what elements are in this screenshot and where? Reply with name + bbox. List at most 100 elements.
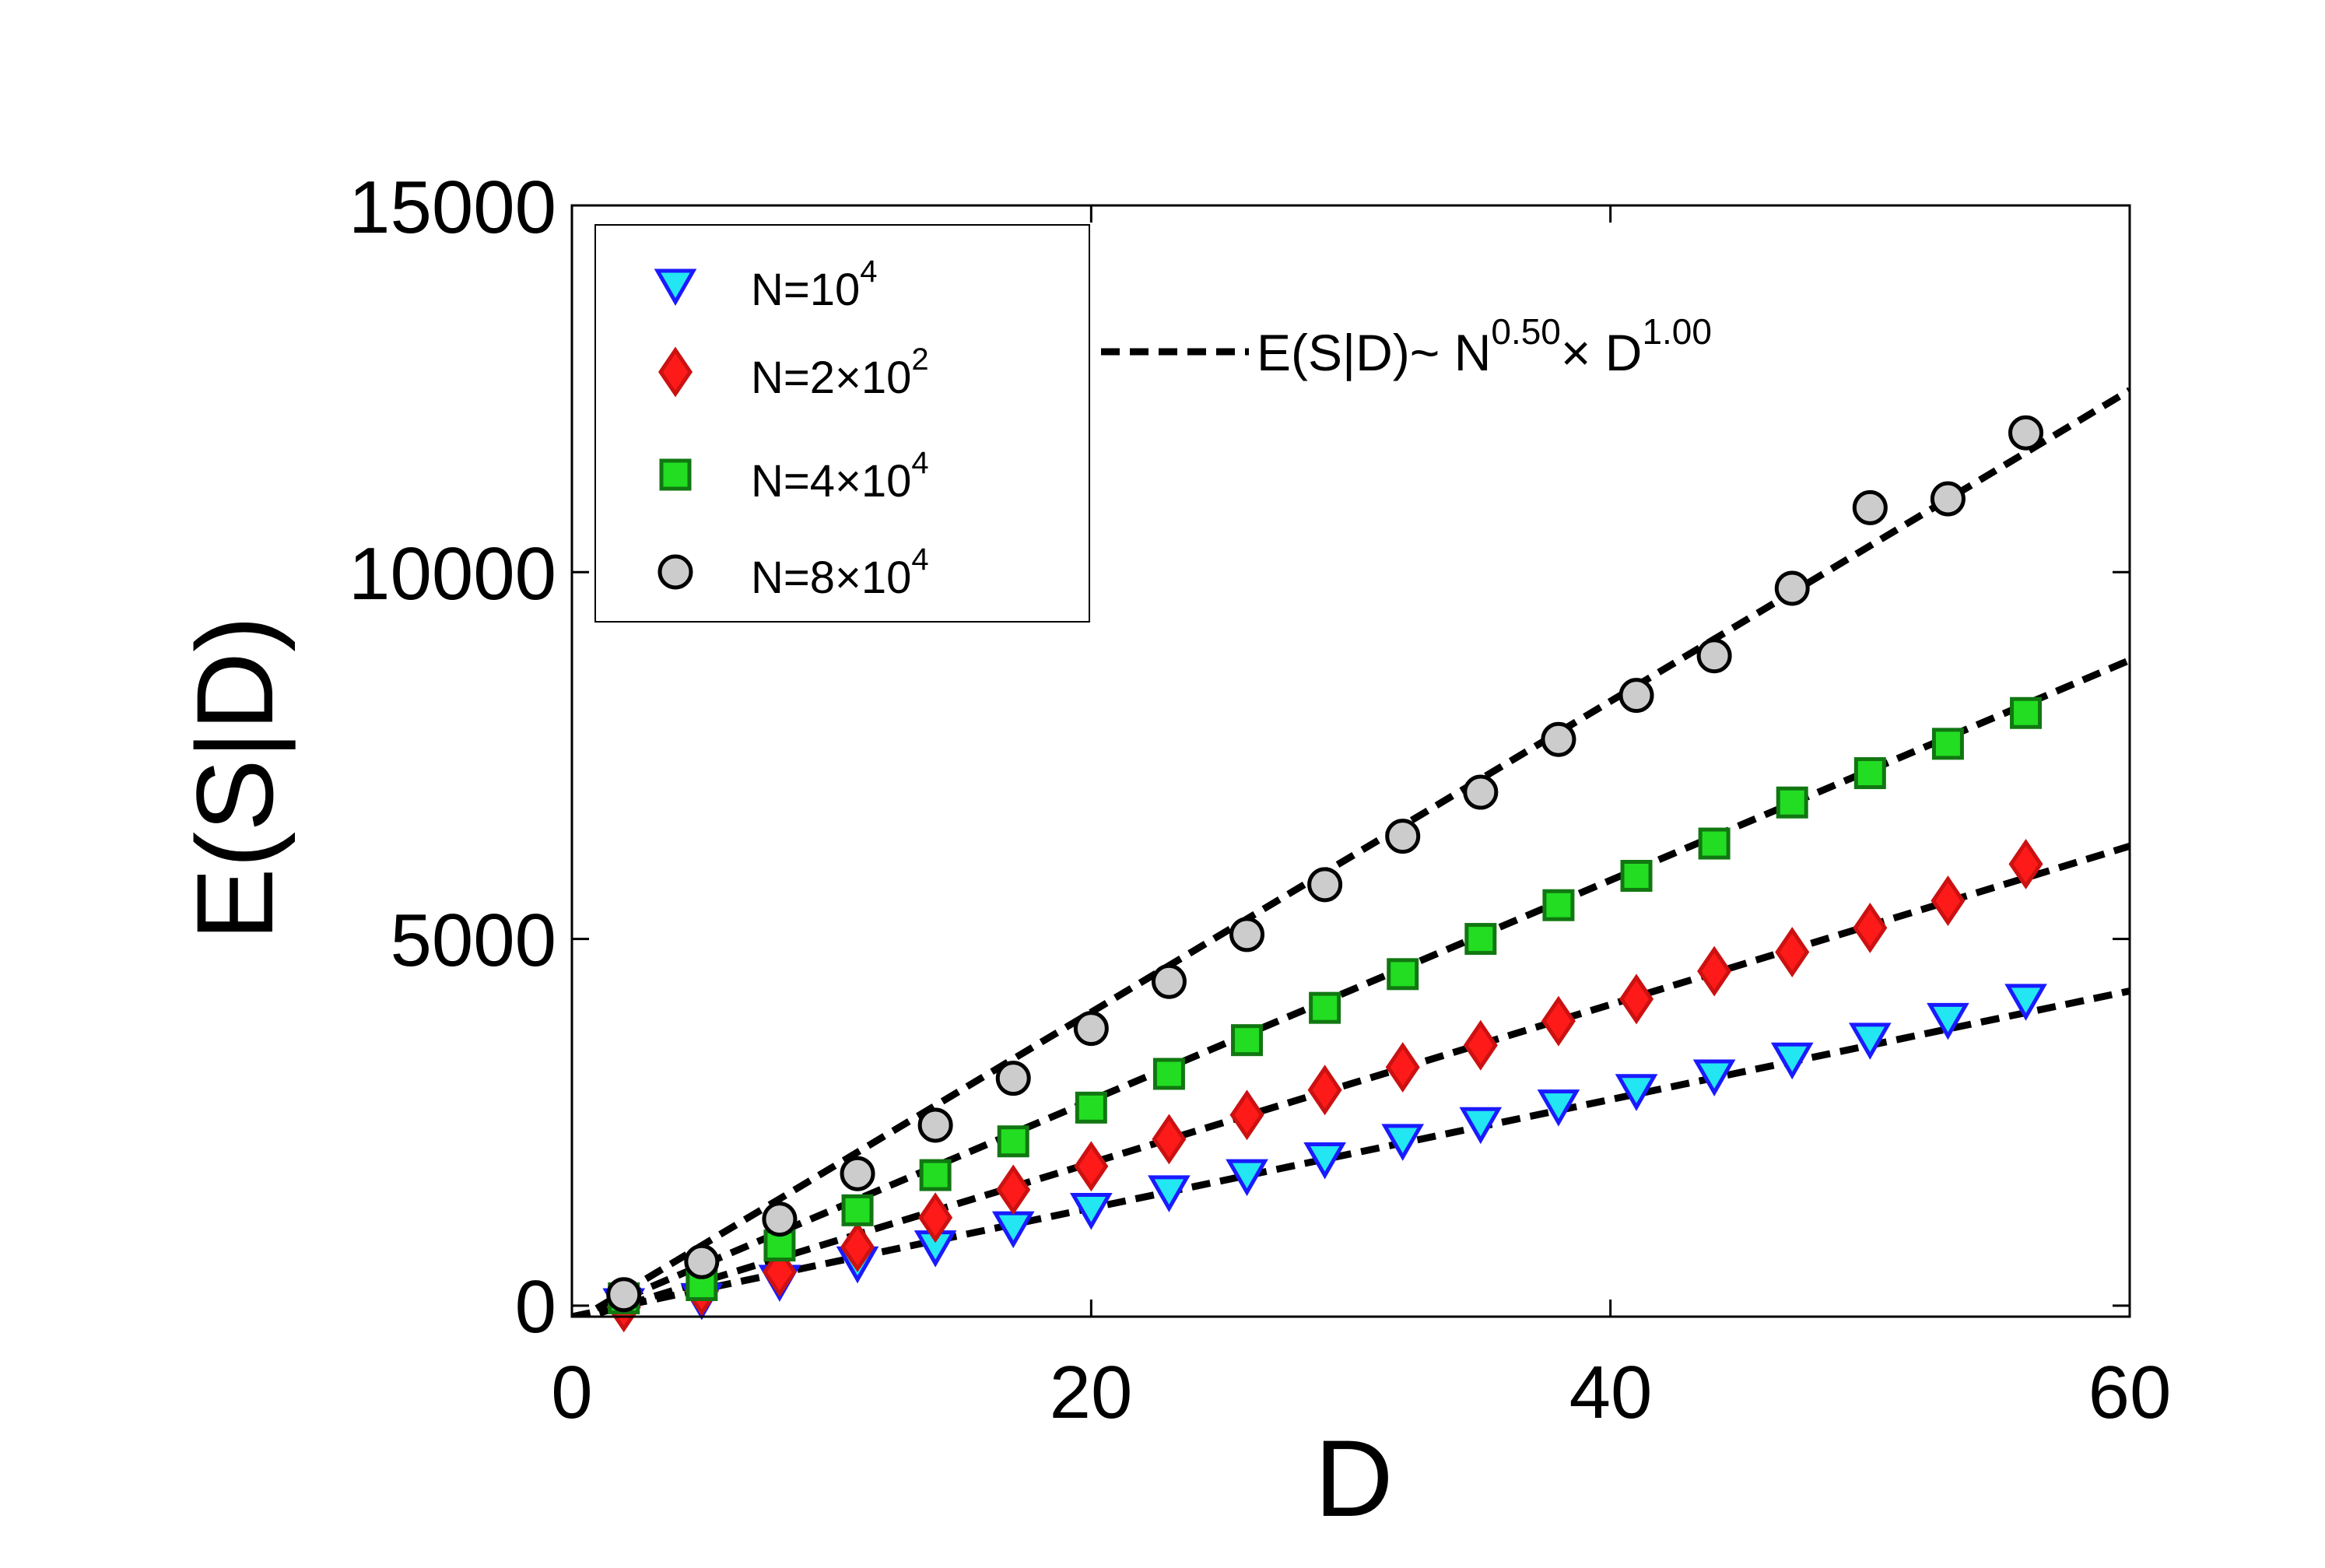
- marker-series-2-point-16: [1853, 757, 1886, 790]
- marker-series-1-point-7: [1152, 1114, 1187, 1165]
- legend-entry-2-sup: 4: [911, 446, 928, 480]
- x-tick-labels: 0 20 40 60: [551, 1351, 2171, 1434]
- marker-series-0-point-10: [1381, 1124, 1425, 1161]
- x-tick-label-60: 60: [2088, 1351, 2172, 1434]
- marker-series-1-point-4: [918, 1192, 953, 1244]
- marker-series-2-point-5: [997, 1125, 1029, 1158]
- marker-series-2-point-6: [1075, 1091, 1107, 1124]
- marker-series-3-point-11: [1463, 774, 1499, 810]
- marker-series-2-point-12: [1542, 889, 1575, 921]
- marker-series-1-point-10: [1385, 1042, 1420, 1093]
- y-tick-label-0: 0: [515, 1265, 556, 1349]
- marker-series-2-point-13: [1620, 860, 1653, 893]
- marker-series-2-point-10: [1387, 958, 1419, 991]
- marker-series-1-point-12: [1541, 995, 1576, 1047]
- legend-entry-1: N=2×102: [751, 342, 929, 403]
- marker-series-0-point-16: [1849, 1023, 1892, 1060]
- marker-series-2-point-3: [841, 1194, 874, 1226]
- fit-label-prefix: E(S|D)~ N: [1257, 324, 1491, 381]
- marker-series-3-point-1: [684, 1244, 720, 1279]
- x-tick-label-0: 0: [551, 1351, 592, 1434]
- y-tick-label-5000: 5000: [390, 899, 556, 982]
- marker-series-2-point-8: [1231, 1024, 1264, 1057]
- marker-series-0-point-6: [1070, 1192, 1113, 1230]
- marker-series-0-point-7: [1148, 1175, 1191, 1212]
- marker-series-0-point-13: [1615, 1074, 1658, 1111]
- marker-series-0-point-12: [1537, 1089, 1580, 1127]
- marker-series-3-point-16: [1852, 489, 1888, 525]
- marker-series-3-point-13: [1618, 678, 1654, 714]
- y-tick-labels: 0 5000 10000 15000: [349, 166, 556, 1349]
- marker-series-1-point-15: [1775, 927, 1810, 977]
- legend-entry-2-base: N=4×10: [751, 456, 911, 507]
- fit-label-exp2: 1.00: [1642, 311, 1712, 352]
- marker-series-1-point-9: [1307, 1065, 1342, 1116]
- marker-series-2-point-4: [919, 1159, 952, 1191]
- marker-series-3-point-7: [1151, 963, 1187, 999]
- legend-entry-3-base: N=8×10: [751, 552, 911, 603]
- legend-marker-1: [658, 346, 693, 398]
- fit-label-mid: × D: [1561, 324, 1643, 381]
- marker-series-1-point-8: [1229, 1089, 1264, 1141]
- marker-series-1-point-5: [996, 1164, 1031, 1215]
- legend-entry-3: N=8×104: [751, 542, 929, 603]
- legend-entry-0-base: N=10: [751, 265, 860, 315]
- marker-series-3-point-9: [1307, 867, 1343, 903]
- marker-series-1-point-13: [1619, 973, 1654, 1025]
- legend-marker-0: [654, 268, 697, 307]
- legend-entry-0-sup: 4: [860, 254, 877, 289]
- marker-series-1-point-3: [840, 1222, 875, 1272]
- x-axis-label: D: [1314, 1417, 1393, 1539]
- marker-series-2-point-7: [1152, 1058, 1185, 1090]
- marker-series-1-point-18: [2008, 838, 2043, 889]
- fit-label-exp1: 0.50: [1491, 311, 1561, 352]
- marker-series-1-point-17: [1930, 875, 1966, 927]
- legend-markers: [654, 268, 697, 590]
- marker-series-1-point-6: [1074, 1141, 1109, 1192]
- legend-marker-3: [658, 554, 693, 590]
- legend-entry-2: N=4×104: [751, 446, 929, 507]
- marker-series-0-point-8: [1226, 1159, 1268, 1197]
- fit-line-2: [572, 657, 2130, 1317]
- marker-series-2-point-9: [1309, 991, 1341, 1024]
- legend: N=104 N=2×102 N=4×104 N=8×104: [594, 224, 1090, 623]
- fit-line-3: [576, 387, 2130, 1317]
- marker-series-3-point-17: [1930, 481, 1966, 517]
- marker-series-0-point-9: [1303, 1142, 1346, 1180]
- marker-series-3-point-12: [1541, 721, 1576, 757]
- marker-series-3-point-10: [1385, 819, 1421, 854]
- legend-marker-2: [659, 458, 692, 491]
- y-axis-label: E(S|D): [174, 616, 296, 940]
- axes-box: [570, 204, 2131, 1318]
- legend-entry-1-sup: 2: [911, 342, 928, 377]
- marker-series-1-point-14: [1697, 945, 1732, 997]
- x-tick-label-40: 40: [1569, 1351, 1653, 1434]
- x-tick-label-20: 20: [1050, 1351, 1133, 1434]
- legend-entry-0: N=104: [751, 254, 878, 315]
- marker-series-3-point-8: [1229, 917, 1265, 952]
- marker-series-2-point-14: [1698, 827, 1731, 860]
- marker-series-3-point-0: [606, 1277, 642, 1313]
- marker-series-3-point-15: [1774, 570, 1810, 606]
- fit-label-text: E(S|D)~ N0.50× D1.00: [1257, 311, 1712, 381]
- marker-series-0-point-18: [2004, 984, 2047, 1021]
- fit-label: E(S|D)~ N0.50× D1.00: [1101, 311, 1712, 381]
- marker-series-0-point-17: [1927, 1002, 1969, 1040]
- marker-series-0-point-11: [1459, 1107, 1503, 1145]
- legend-entry-1-base: N=2×10: [751, 353, 911, 403]
- y-tick-label-10000: 10000: [349, 532, 556, 616]
- marker-series-3-point-5: [995, 1061, 1031, 1096]
- marker-series-2-point-18: [2010, 696, 2043, 729]
- marker-series-2-point-17: [1931, 728, 1964, 760]
- marker-series-0-point-14: [1692, 1059, 1736, 1096]
- marker-series-3-point-18: [2008, 415, 2044, 451]
- marker-series-2-point-11: [1464, 923, 1497, 956]
- marker-series-3-point-2: [762, 1201, 798, 1237]
- data-markers: [602, 415, 2047, 1333]
- marker-series-2-point-15: [1776, 786, 1808, 819]
- y-tick-label-15000: 15000: [349, 166, 556, 249]
- axis-ticks: [570, 204, 2131, 1317]
- marker-series-0-point-15: [1770, 1042, 1814, 1080]
